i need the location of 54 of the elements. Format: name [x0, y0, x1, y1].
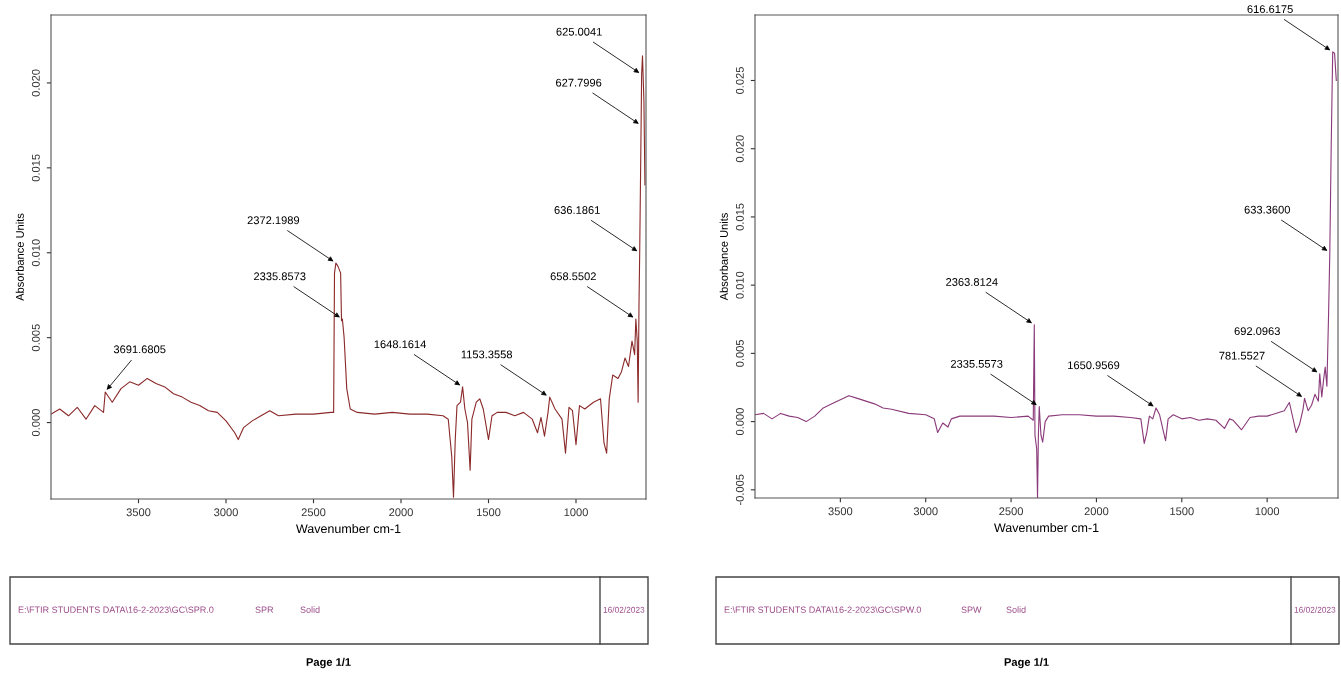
x-tick-label: 2000 [389, 508, 413, 517]
text: SPW [961, 606, 982, 613]
annotation: 616.6175 [1247, 5, 1293, 14]
annotation: 2372.1989 [247, 216, 300, 225]
annotation: 1153.3558 [461, 350, 513, 359]
y-tick-label: 0.025 [735, 67, 744, 94]
y-tick-label: 0.005 [31, 324, 40, 352]
text: 16/02/2023 [1294, 606, 1336, 613]
x-tick-label: 1500 [476, 508, 501, 517]
text: Solid [1006, 606, 1026, 613]
x-tick-label: 3000 [214, 508, 238, 517]
x-tick-label: 1500 [1170, 507, 1194, 516]
annotation: 781.5527 [1219, 351, 1265, 360]
x-axis-title: Wavenumber cm-1 [994, 522, 1099, 533]
x-tick-label: 2500 [301, 508, 326, 517]
annotation: 2363.8124 [946, 278, 998, 286]
y-tick-label: -0.005 [735, 474, 744, 506]
text: Page 1/1 [306, 657, 351, 669]
x-tick-label: 3500 [828, 507, 853, 516]
text: Page 1/1 [1004, 657, 1049, 669]
text: Solid [300, 606, 320, 613]
text: SPR [255, 606, 274, 613]
y-tick-label: 0.020 [31, 69, 40, 97]
annotation: 1650.9569 [1068, 361, 1120, 370]
x-tick-label: 1000 [1255, 507, 1280, 516]
text: E:\FTIR STUDENTS DATA\16-2-2023\GC\SPR.0 [18, 606, 214, 613]
y-tick-label: 0.020 [735, 135, 744, 163]
annotation: 2335.8573 [254, 272, 306, 281]
annotation: 625.0041 [556, 27, 602, 36]
y-tick-label: 0.000 [31, 409, 40, 437]
annotation: 692.0963 [1234, 327, 1280, 336]
annotation: 1648.1614 [374, 340, 427, 349]
text: E:\FTIR STUDENTS DATA\16-2-2023\GC\SPW.0 [724, 606, 921, 613]
y-tick-label: 0.010 [735, 271, 744, 299]
x-tick-label: 1000 [564, 508, 588, 517]
annotation: 636.1861 [554, 206, 600, 214]
x-tick-label: 3000 [913, 507, 938, 516]
x-axis-title: Wavenumber cm-1 [296, 523, 401, 534]
y-tick-label: 0.015 [735, 203, 744, 231]
x-tick-label: 2500 [999, 507, 1023, 516]
annotation: 627.7996 [556, 78, 602, 87]
y-tick-label: 0.000 [735, 408, 744, 436]
annotation: 633.3600 [1244, 205, 1290, 214]
y-axis-title: Absorbance Units [719, 213, 728, 301]
annotation: 658.5502 [550, 272, 596, 281]
annotation: 3691.6805 [113, 345, 166, 354]
text: 16/02/2023 [603, 606, 645, 613]
annotation: 2335.5573 [950, 359, 1003, 368]
y-tick-label: 0.015 [31, 154, 40, 182]
y-axis-title: Absorbance Units [15, 213, 24, 301]
y-tick-label: 0.010 [31, 239, 40, 267]
x-tick-label: 2000 [1084, 507, 1109, 516]
y-tick-label: 0.005 [735, 339, 744, 367]
x-tick-label: 3500 [126, 508, 151, 517]
